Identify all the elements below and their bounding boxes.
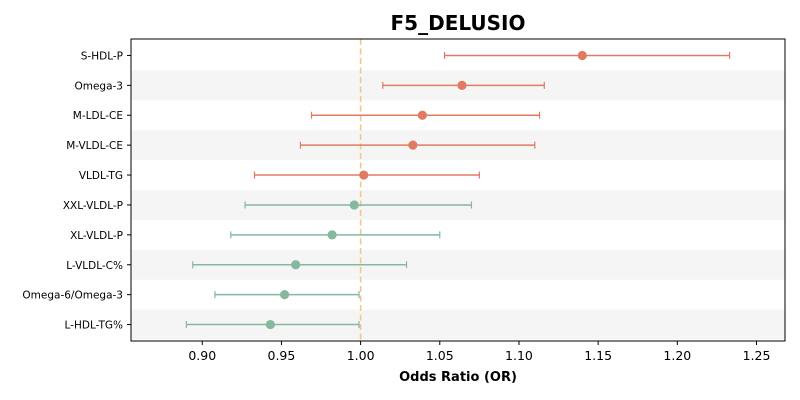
forest-row <box>185 319 360 330</box>
forest-row <box>299 140 536 150</box>
forest-row <box>253 170 480 180</box>
or-point <box>417 110 427 120</box>
x-tick-label: 0.95 <box>268 348 296 363</box>
y-tick-label: XXL-VLDL-P <box>63 200 123 212</box>
or-point <box>291 260 301 270</box>
series <box>185 50 731 330</box>
x-tick-label: 1.10 <box>505 348 533 363</box>
y-tick-label: M-LDL-CE <box>73 110 123 122</box>
chart-title: F5_DELUSIO <box>391 11 526 35</box>
y-tick-label: XL-VLDL-P <box>70 230 123 242</box>
or-point <box>349 200 359 210</box>
forest-row <box>214 290 360 300</box>
forest-row <box>192 260 408 270</box>
forest-row <box>244 200 473 210</box>
y-tick-label: M-VLDL-CE <box>66 140 123 152</box>
plot-frame <box>130 38 786 342</box>
or-point <box>265 319 275 330</box>
y-axis: S-HDL-P Omega-3 M-LDL-CE M-VLDL-CE VLDL-TG XX… <box>22 50 131 332</box>
y-tick-label: VLDL-TG <box>79 170 123 182</box>
x-tick-label: 1.25 <box>743 348 771 363</box>
y-tick-label: S-HDL-P <box>81 50 123 62</box>
forest-row <box>310 110 541 120</box>
forest-row <box>230 230 441 240</box>
or-point <box>577 50 587 61</box>
forest-row <box>443 50 731 61</box>
x-axis: 0.90 0.95 1.00 1.05 1.10 1.15 1.20 1.25 <box>188 341 770 363</box>
y-tick-label: Omega-6/Omega-3 <box>22 290 123 302</box>
y-tick-label: L-HDL-TG% <box>65 320 123 332</box>
or-point <box>457 80 467 90</box>
x-tick-label: 1.20 <box>663 348 691 363</box>
x-axis-label: Odds Ratio (OR) <box>399 370 517 385</box>
or-point <box>408 140 418 150</box>
x-tick-label: 0.90 <box>188 348 216 363</box>
y-tick-label: L-VLDL-C% <box>66 260 123 272</box>
x-tick-label: 1.00 <box>347 348 375 363</box>
y-tick-label: Omega-3 <box>74 80 123 92</box>
or-point <box>280 290 290 300</box>
or-point <box>359 170 369 180</box>
x-tick-label: 1.15 <box>584 348 612 363</box>
or-point <box>327 230 337 240</box>
forest-row <box>382 80 545 90</box>
x-tick-label: 1.05 <box>426 348 454 363</box>
